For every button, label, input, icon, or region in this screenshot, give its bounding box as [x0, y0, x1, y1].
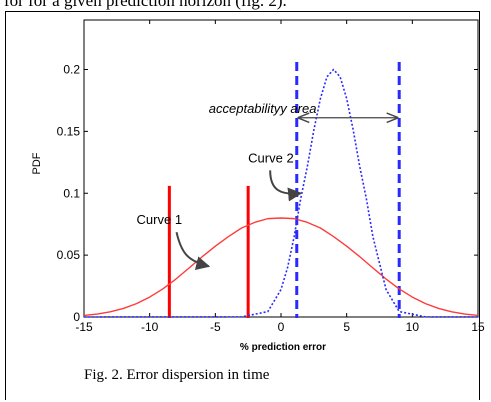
acceptability-area-annotation: acceptabilityy area — [209, 101, 317, 116]
x-tick-label: 15 — [471, 320, 485, 334]
x-tick-label: 5 — [343, 320, 350, 334]
curve-2-line — [83, 68, 479, 318]
y-tick-label: 0.1 — [63, 186, 80, 200]
x-axis-label: % prediction error — [240, 342, 326, 353]
figure-frame — [5, 11, 480, 400]
axes-group: -15 -10 -5 0 5 10 15 0 0.05 0.1 0.15 0.2 % predictio… — [31, 19, 485, 353]
curve-1-arrow — [175, 231, 211, 270]
y-axis-label: PDF — [31, 152, 43, 174]
curve-2-arrow — [269, 170, 303, 202]
y-tick-label: 0.2 — [63, 63, 80, 77]
x-tick-label: 0 — [278, 320, 285, 334]
annotations-group: Curve 1 Curve 2 acceptabilityy area — [137, 101, 398, 270]
curve-2-annotation: Curve 2 — [248, 150, 294, 165]
y-tick-label: 0 — [73, 310, 80, 324]
x-tick-label: -10 — [141, 320, 159, 334]
series-group — [83, 68, 479, 318]
x-tick-label: -15 — [75, 320, 93, 334]
body-text-line: for for a given prediction horizon (fig.… — [4, 0, 287, 10]
curve-1-line — [83, 217, 479, 317]
curve-1-annotation: Curve 1 — [137, 212, 183, 227]
figure-caption: Fig. 2. Error dispersion in time — [84, 367, 270, 383]
x-tick-label: 10 — [406, 320, 420, 334]
y-tick-label: 0.15 — [57, 124, 81, 138]
y-tick-label: 0.05 — [57, 248, 81, 262]
plot-area-box — [83, 19, 479, 318]
x-tick-label: -5 — [210, 320, 221, 334]
